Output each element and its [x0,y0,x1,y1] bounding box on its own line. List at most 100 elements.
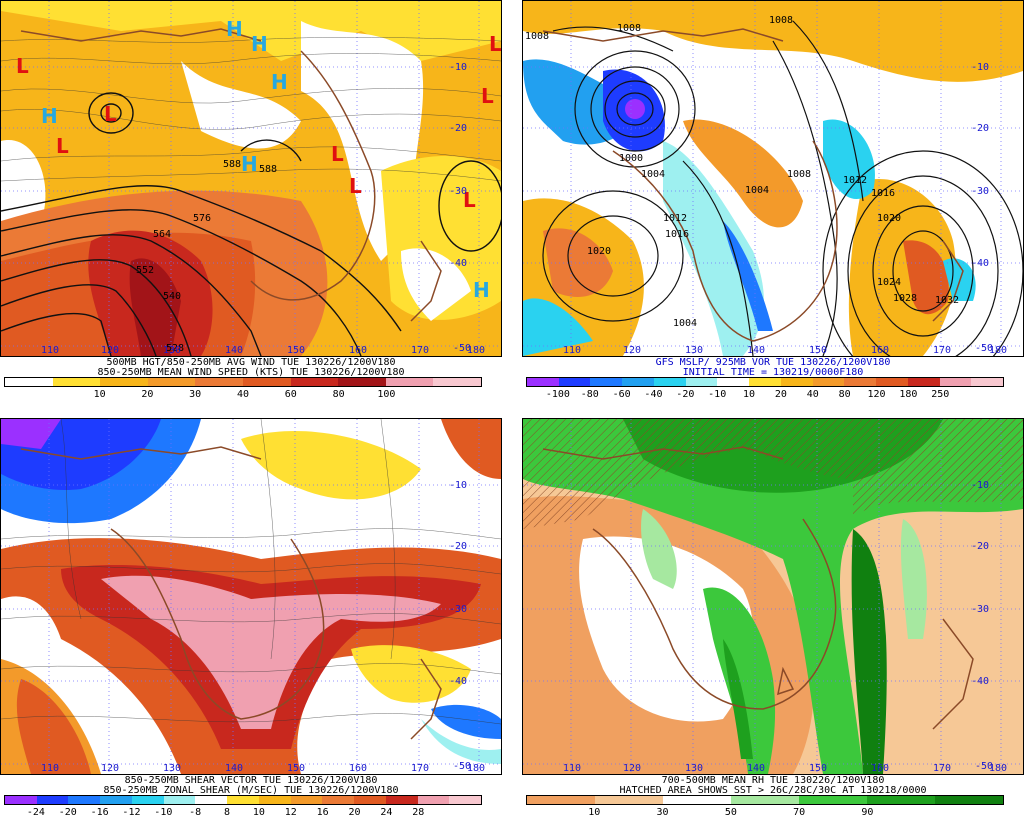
colorbar-swatch [195,796,228,804]
low-symbol: L [481,84,494,108]
colorbar-tick-label: -16 [90,807,109,818]
colorbar-tick-label: 10 [743,389,756,400]
panel-caption-2: 850-250MB ZONAL SHEAR (M/SEC) TUE 130226… [103,785,399,796]
colorbar-tick-label: 24 [380,807,393,818]
colorbar-swatch [731,796,799,804]
low-symbol: L [16,54,29,78]
contour-labels-1: 564 576 552 540 528 588 588 [136,159,277,354]
low-symbol: L [331,142,344,166]
colorbar-tick-label: 10 [93,389,106,400]
lon-label: 130 [685,345,703,356]
lon-label: 130 [163,763,181,774]
lat-label: -40 [449,676,467,687]
lon-label: 160 [871,345,889,356]
colorbar-tick-label: 60 [284,389,297,400]
isobar-label: 1008 [525,31,549,42]
colorbar-labels-4: 10 30 50 70 90 [526,807,1004,819]
isobar-label: 1008 [769,15,793,26]
coastline-1 [20,28,442,322]
colorbar-swatch [417,796,450,804]
lat-label: -30 [971,186,989,197]
colorbar-tick-label: 10 [588,807,601,818]
colorbar-swatch [558,378,591,386]
low-symbol: L [349,174,362,198]
colorbar-labels-3: -24 -20 -16 -12 -10 -8 8 10 12 16 20 24 28 [4,807,482,819]
colorbar-swatch [749,378,781,386]
colorbar-3 [4,795,482,805]
contour-label: 528 [166,343,184,354]
lat-labels-2: -10 -20 -30 -40 -50 [971,62,993,354]
map-canvas-3: -10 -20 -30 -40 -50 110 120 130 140 150 … [1,419,501,774]
lat-label: -20 [449,123,467,134]
colorbar-4 [526,795,1004,805]
panel-caption-1: 850-250MB SHEAR VECTOR TUE 130226/1200V1… [124,775,378,786]
lat-label: -20 [971,123,989,134]
lat-label: -10 [971,480,989,491]
colorbar-swatch [876,378,908,386]
panel-caption-1: GFS MSLP/ 925MB VOR TUE 130226/1200V180 [655,357,891,368]
pressure-symbols-1: L L L L L L L L H H H H H H [16,17,501,302]
isobar-label: 1012 [843,175,867,186]
colorbar-tick-label: -80 [580,389,599,400]
colorbar-swatch [527,378,559,386]
colorbar-swatch [385,378,434,386]
colorbar-swatch [685,378,718,386]
panel-caption-2: HATCHED AREA SHOWS SST > 26C/28C/30C AT … [619,785,927,796]
lon-label: 120 [623,763,641,774]
panel-caption-1: 500MB HGT/850-250MB AVG WIND TUE 130226/… [106,357,396,368]
colorbar-swatch [385,796,418,804]
colorbar-tick-label: 20 [141,389,154,400]
colorbar-tick-label: 50 [724,807,737,818]
lon-label: 140 [225,763,243,774]
lon-label: 130 [163,345,181,356]
lon-labels-2: 110 120 130 140 150 160 170 180 [563,345,1007,356]
lat-labels-3: -10 -20 -30 -40 -50 [449,480,471,772]
colorbar-swatch [449,796,482,804]
isobar-label: 1020 [877,213,901,224]
colorbar-2 [526,377,1004,387]
lon-labels-4: 110 120 130 140 150 160 170 180 [563,763,1007,774]
lon-label: 150 [809,345,827,356]
colorbar-tick-label: 80 [332,389,345,400]
lon-label: 160 [871,763,889,774]
high-symbol: H [251,32,268,56]
colorbar-swatch [935,796,1003,804]
colorbar-swatch [780,378,813,386]
lon-labels-1: 110 120 130 140 150 160 170 180 [41,345,485,356]
colorbar-swatch [227,796,259,804]
colorbar-tick-label: -24 [26,807,45,818]
map-canvas-2: 1008 1008 1008 1004 1004 1008 1012 1016 … [523,1,1023,356]
colorbar-tick-label: -20 [676,389,695,400]
colorbar-swatch [195,378,243,386]
colorbar-swatch [354,796,386,804]
colorbar-swatch [844,378,877,386]
colorbar-tick-label: 180 [899,389,918,400]
contour-label: 588 [223,159,241,170]
isobar-label: 1004 [745,185,769,196]
colorbar-swatch [5,378,53,386]
map-500mb-height: L L L L L L L L H H H H H H 564 576 552 … [0,0,502,357]
lat-label: -30 [449,604,467,615]
height-contours-1 [1,92,501,356]
high-symbol: H [473,278,490,302]
low-symbol: L [489,32,501,56]
colorbar-tick-label: 10 [252,807,265,818]
lon-label: 140 [225,345,243,356]
isobar-label: 1004 [673,318,697,329]
lon-label: 170 [933,345,951,356]
lon-label: 180 [989,345,1007,356]
colorbar-swatch [527,796,595,804]
lon-label: 150 [287,763,305,774]
colorbar-tick-label: -100 [545,389,570,400]
lat-label: -50 [975,343,993,354]
colorbar-swatch [338,378,386,386]
lon-label: 170 [411,763,429,774]
high-symbol: H [241,152,258,176]
isobar-label: 1028 [893,293,917,304]
lon-label: 180 [467,763,485,774]
lat-label: -10 [449,480,467,491]
colorbar-swatch [131,796,164,804]
colorbar-swatch [290,378,339,386]
lat-label: -30 [971,604,989,615]
lon-label: 180 [467,345,485,356]
